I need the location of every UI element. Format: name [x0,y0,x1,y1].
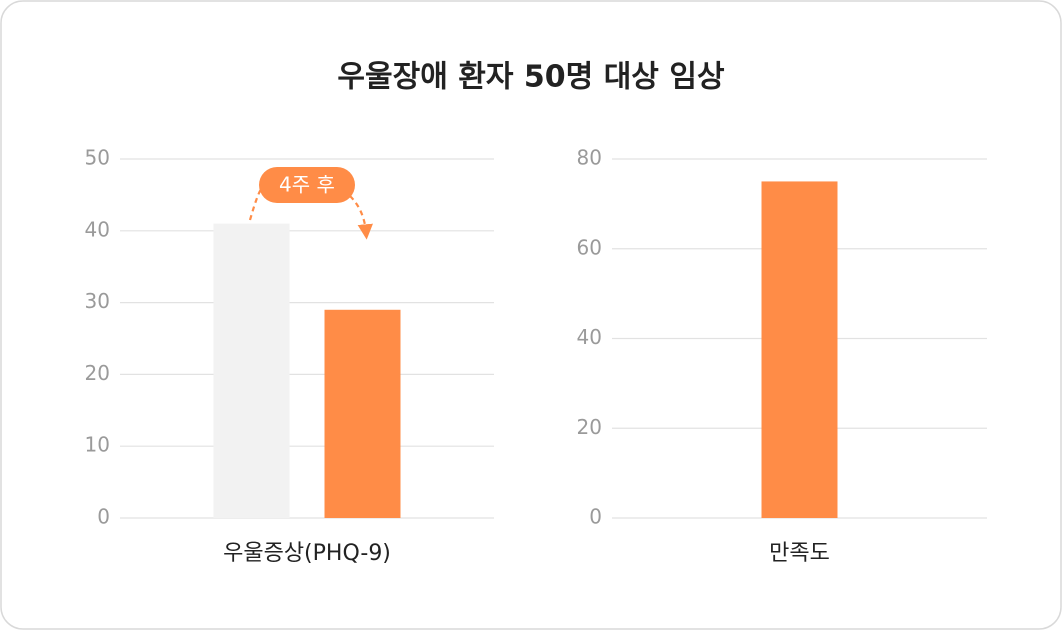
y-tick-label: 20 [577,415,602,439]
y-tick-label: 80 [577,146,602,170]
bar [761,181,838,518]
y-tick-label: 20 [85,361,110,385]
plots: 0 10 20 30 40 50 우울증상(PHQ-9) 0 20 40 60 80 만족도 [85,146,987,566]
y-tick-label: 10 [85,433,110,457]
y-tick-label: 0 [97,505,110,529]
y-tick-label: 40 [577,325,602,349]
y-tick-label: 30 [85,289,110,313]
y-tick-label: 50 [85,146,110,170]
annotation-layer: 4주 후 [248,167,373,240]
y-tick-label: 40 [85,217,110,241]
bar [213,223,290,518]
annotation-pill [259,167,355,203]
bar [324,309,401,518]
annotation: 4주 후 [279,173,335,197]
x-tick-label: 만족도 [769,541,830,566]
y-tick-label: 0 [589,505,602,529]
arrow-right [349,195,373,240]
chart-title: 우울장애 환자 50명 대상 임상 [337,60,725,95]
x-tick-label: 우울증상(PHQ-9) [223,541,391,566]
y-tick-label: 60 [577,235,602,259]
arrow-left [248,187,263,221]
